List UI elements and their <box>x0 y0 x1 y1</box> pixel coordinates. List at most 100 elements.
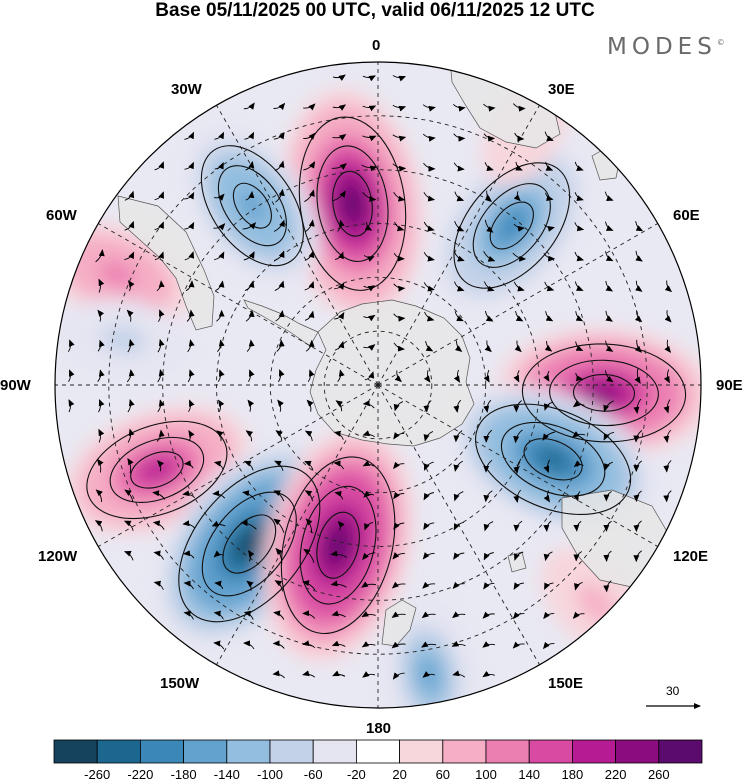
wind-arrow <box>213 610 224 620</box>
antarctica-landmass <box>309 299 475 447</box>
wind-arrow <box>543 401 554 411</box>
wind-arrow <box>423 192 436 202</box>
wind-arrow <box>157 399 165 413</box>
wind-arrow <box>482 611 495 619</box>
wind-arrow <box>392 134 407 142</box>
wind-arrow <box>276 339 285 352</box>
anomaly-band <box>101 326 146 354</box>
wind-arrow <box>573 520 582 532</box>
wind-arrow <box>152 490 166 500</box>
colorbar-swatch <box>355 739 400 764</box>
wind-arrow <box>157 460 164 472</box>
wind-arrow <box>361 611 376 618</box>
wind-arrow <box>183 550 195 559</box>
wind-arrow <box>275 547 283 564</box>
lon-label-60e: 60E <box>673 207 700 224</box>
wind-arrow <box>513 458 522 474</box>
latitude-circle <box>108 115 648 655</box>
wind-arrow <box>545 161 554 171</box>
colorbar-tick-label: 140 <box>518 767 541 782</box>
wind-arrow <box>330 580 347 588</box>
colorbar-tick-label: -180 <box>170 767 197 782</box>
wind-arrow <box>574 192 584 202</box>
anomaly-band <box>538 448 568 470</box>
meridian-line <box>216 105 379 386</box>
wind-arrow <box>217 369 225 383</box>
wind-arrow <box>212 490 226 499</box>
wind-arrow <box>335 400 343 412</box>
wind-arrow <box>512 611 525 620</box>
wind-arrow <box>187 339 195 353</box>
wind-arrow <box>244 280 255 292</box>
wind-arrow <box>514 132 525 142</box>
wind-arrow <box>334 282 345 290</box>
wind-arrow <box>483 429 493 443</box>
wind-arrow <box>154 191 164 201</box>
wind-arrow <box>423 369 431 383</box>
wind-arrow <box>605 310 613 322</box>
wind-arrow <box>663 460 672 473</box>
wind-arrow <box>633 430 643 443</box>
wind-arrow <box>304 430 313 441</box>
wind-arrow <box>188 399 195 412</box>
wind-arrow <box>544 192 554 202</box>
wind-arrow <box>337 369 345 382</box>
lon-label-150w: 150W <box>160 675 200 692</box>
wind-arrow <box>483 490 493 503</box>
wind-arrow <box>512 252 527 262</box>
wind-arrow <box>425 341 434 352</box>
anomaly-band <box>577 584 615 622</box>
wind-arrow <box>213 640 225 650</box>
wind-arrow <box>245 160 255 171</box>
wind-arrow <box>515 161 523 171</box>
wind-arrow <box>97 458 104 473</box>
contour-line <box>86 420 228 520</box>
wind-arrow <box>278 369 285 383</box>
wind-arrow <box>513 400 522 413</box>
wind-arrow <box>214 580 224 590</box>
wind-arrow <box>303 132 316 140</box>
wind-arrow <box>364 521 374 531</box>
colorbar-swatch <box>528 739 573 764</box>
wind-arrow <box>393 283 406 292</box>
colorbar-swatch <box>53 739 98 764</box>
wind-arrow <box>274 160 285 172</box>
wind-arrow <box>273 102 286 111</box>
colorbar-swatch <box>183 739 228 764</box>
wind-arrow <box>393 401 404 412</box>
wind-arrow <box>217 339 225 353</box>
wind-arrow <box>543 520 552 532</box>
wind-arrow <box>154 221 164 231</box>
wind-arrow <box>334 312 345 320</box>
contour-line <box>500 421 606 497</box>
wind-arrow <box>158 309 165 323</box>
wind-arrow <box>634 310 643 323</box>
lon-label-30w: 30W <box>171 81 202 98</box>
wind-arrow <box>123 520 134 531</box>
wind-arrow <box>215 280 225 292</box>
colorbar-tick-label: 260 <box>647 767 670 782</box>
wind-arrow <box>305 518 313 533</box>
colorbar-tick-label: 60 <box>435 767 451 782</box>
wind-arrow <box>421 641 437 648</box>
lon-label-0: 0 <box>372 37 381 54</box>
wind-arrow <box>544 131 554 141</box>
wind-arrow <box>68 339 75 352</box>
wind-arrow <box>663 429 672 443</box>
contour-group <box>475 403 632 516</box>
wind-arrow <box>124 220 135 231</box>
wind-arrow <box>68 399 75 413</box>
wind-arrow <box>128 280 135 292</box>
wind-arrow <box>247 399 255 412</box>
anomaly-band <box>588 383 620 403</box>
wind-arrow <box>184 221 195 230</box>
wind-arrow <box>245 430 254 442</box>
wind-arrow <box>182 490 196 499</box>
contour-line <box>316 145 389 262</box>
wind-arrow <box>422 104 436 112</box>
contour-group <box>86 420 228 520</box>
wind-arrow <box>484 190 493 203</box>
wind-arrow <box>248 549 255 562</box>
wind-arrow <box>274 580 284 592</box>
wind-arrow <box>304 460 314 471</box>
